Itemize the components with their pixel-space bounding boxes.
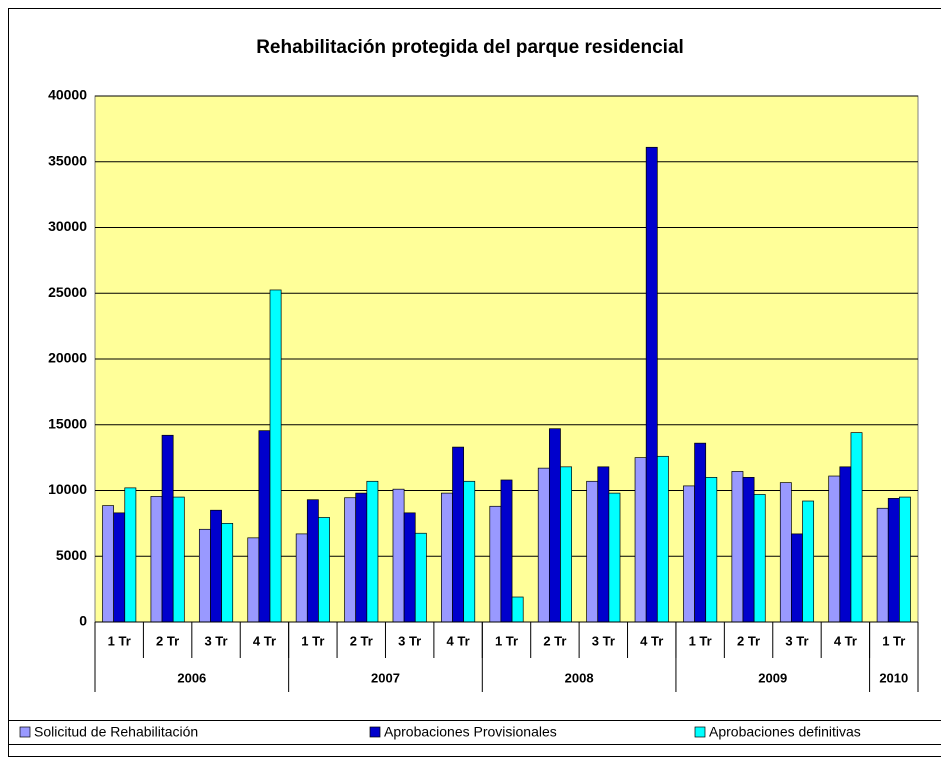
bar	[501, 480, 512, 622]
bar	[840, 467, 851, 622]
x-tick-label: 1 Tr	[882, 633, 905, 648]
y-tick-label: 40000	[48, 87, 87, 103]
bar	[829, 476, 840, 622]
group-label: 2007	[371, 670, 400, 685]
y-tick-label: 15000	[48, 415, 87, 431]
bar	[635, 458, 646, 622]
chart-title: Rehabilitación protegida del parque resi…	[256, 37, 684, 58]
bar	[103, 506, 114, 622]
bar	[512, 597, 523, 622]
y-tick-label: 35000	[48, 152, 87, 168]
bar	[706, 477, 717, 622]
bar	[899, 497, 910, 622]
group-label: 2010	[879, 670, 908, 685]
bar	[851, 433, 862, 622]
x-tick-label: 4 Tr	[834, 633, 857, 648]
bar	[114, 513, 125, 622]
x-tick-label: 1 Tr	[301, 633, 324, 648]
bar	[743, 477, 754, 622]
bar	[791, 534, 802, 622]
bar	[248, 538, 259, 622]
bar	[598, 467, 609, 622]
bar	[296, 534, 307, 622]
bar	[888, 498, 899, 622]
bar	[151, 496, 162, 622]
legend-label: Aprobaciones Provisionales	[384, 724, 557, 740]
bar	[173, 497, 184, 622]
x-tick-label: 3 Tr	[592, 633, 615, 648]
bar	[780, 483, 791, 622]
bar	[345, 498, 356, 622]
y-tick-label: 25000	[48, 284, 87, 300]
legend-swatch	[695, 727, 705, 737]
x-tick-label: 4 Tr	[640, 633, 663, 648]
bar	[560, 467, 571, 622]
y-tick-label: 30000	[48, 218, 87, 234]
x-tick-label: 4 Tr	[253, 633, 276, 648]
bar	[803, 501, 814, 622]
group-label: 2009	[758, 670, 787, 685]
legend-swatch	[20, 727, 30, 737]
bar	[162, 435, 173, 622]
x-tick-label: 1 Tr	[495, 633, 518, 648]
bar	[307, 500, 318, 622]
y-tick-label: 10000	[48, 481, 87, 497]
bar	[754, 494, 765, 622]
bar	[549, 429, 560, 622]
bar	[490, 506, 501, 622]
bar	[270, 290, 281, 622]
x-tick-label: 2 Tr	[737, 633, 760, 648]
y-tick-label: 5000	[56, 547, 87, 563]
bar	[259, 431, 270, 622]
bar	[683, 486, 694, 622]
bar	[646, 147, 657, 622]
bar	[587, 481, 598, 622]
bar	[441, 493, 452, 622]
x-tick-label: 1 Tr	[108, 633, 131, 648]
x-tick-label: 4 Tr	[447, 633, 470, 648]
bar	[415, 533, 426, 622]
bar	[199, 529, 210, 622]
group-label: 2008	[565, 670, 594, 685]
bar	[453, 447, 464, 622]
x-tick-label: 2 Tr	[156, 633, 179, 648]
bar	[464, 481, 475, 622]
x-tick-label: 3 Tr	[398, 633, 421, 648]
bar	[318, 517, 329, 622]
x-tick-label: 2 Tr	[543, 633, 566, 648]
bar	[404, 513, 415, 622]
y-tick-label: 0	[79, 613, 87, 629]
legend-label: Aprobaciones definitivas	[709, 724, 861, 740]
group-label: 2006	[177, 670, 206, 685]
x-tick-label: 3 Tr	[785, 633, 808, 648]
legend-label: Solicitud de Rehabilitación	[34, 724, 198, 740]
bar	[393, 489, 404, 622]
x-tick-label: 1 Tr	[689, 633, 712, 648]
bar	[367, 481, 378, 622]
bar	[125, 488, 136, 622]
bar	[222, 523, 233, 622]
bar	[657, 456, 668, 622]
bar	[609, 493, 620, 622]
bar	[732, 471, 743, 622]
bar	[210, 510, 221, 622]
bar	[356, 493, 367, 622]
x-tick-label: 2 Tr	[350, 633, 373, 648]
bar	[877, 508, 888, 622]
bar	[695, 443, 706, 622]
x-tick-label: 3 Tr	[204, 633, 227, 648]
bar	[538, 468, 549, 622]
y-tick-label: 20000	[48, 350, 87, 366]
legend-swatch	[370, 727, 380, 737]
